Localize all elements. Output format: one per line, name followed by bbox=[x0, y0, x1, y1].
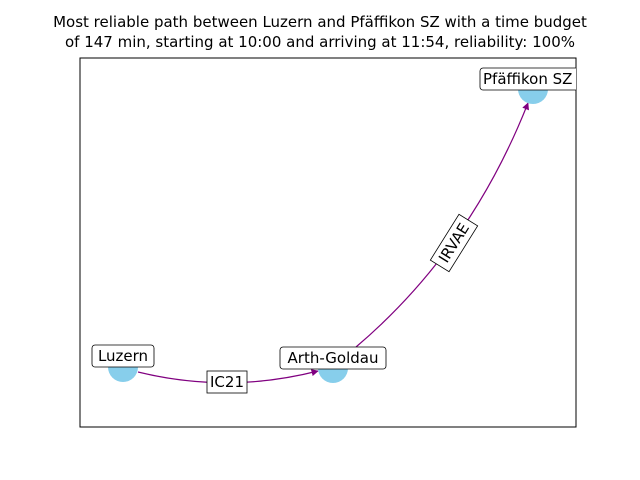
node-label-luzern: Luzern bbox=[98, 347, 148, 365]
edge-label-irvae-group: IRVAE bbox=[429, 213, 479, 273]
title-line-2: of 147 min, starting at 10:00 and arrivi… bbox=[64, 33, 576, 51]
label-box-luzern bbox=[91, 344, 155, 368]
label-box-pfaeffikon bbox=[479, 67, 576, 91]
edge-label-box-irvae bbox=[429, 213, 479, 273]
edge-label-ic21: IC21 bbox=[210, 373, 244, 391]
node-label-pfaeffikon: Pfäffikon SZ bbox=[483, 70, 572, 88]
label-box-arth-goldau bbox=[279, 346, 387, 370]
title-line-1: Most reliable path between Luzern and Pf… bbox=[53, 13, 587, 31]
edge-arth-goldau-pfaeffikon bbox=[355, 102, 529, 348]
node-label-arth-goldau: Arth-Goldau bbox=[288, 349, 379, 367]
edge-label-box-ic21 bbox=[206, 370, 248, 394]
plot-frame bbox=[79, 57, 577, 428]
chart-title: Most reliable path between Luzern and Pf… bbox=[0, 12, 640, 52]
